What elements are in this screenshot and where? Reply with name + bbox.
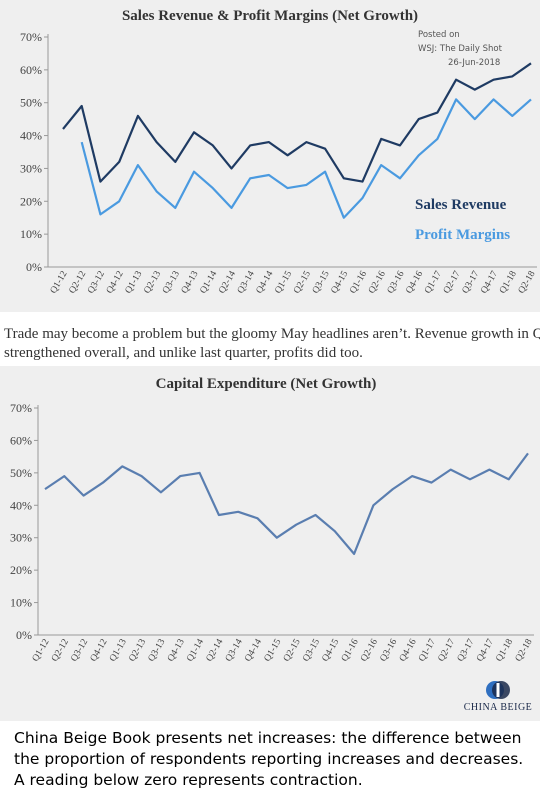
x-tick-label: Q2-18 bbox=[514, 637, 535, 663]
x-tick-label: Q3-12 bbox=[86, 269, 107, 295]
capex-chart: Capital Expenditure (Net Growth) 0% 10% 20%… bbox=[10, 376, 535, 664]
posted-watermark: Posted on WSJ: The Daily Shot 26-Jun-201… bbox=[418, 28, 502, 70]
posted-line: WSJ: The Daily Shot bbox=[418, 44, 502, 54]
x-tick-label: Q3-17 bbox=[456, 637, 477, 663]
x-tick-label: Q4-12 bbox=[105, 269, 126, 295]
x-tick-label: Q4-15 bbox=[321, 637, 342, 663]
x-tick-label: Q1-17 bbox=[417, 637, 438, 663]
note-line: Trade may become a problem but the gloom… bbox=[4, 326, 540, 342]
x-tick-label: Q4-16 bbox=[404, 269, 425, 295]
x-tick-label: Q2-15 bbox=[282, 637, 303, 663]
x-tick-label: Q1-18 bbox=[498, 269, 519, 295]
x-tick-label: Q2-13 bbox=[127, 637, 148, 663]
x-tick-label: Q1-16 bbox=[348, 269, 369, 295]
x-tick-label: Q2-13 bbox=[142, 269, 163, 295]
x-tick-label: Q4-14 bbox=[255, 269, 276, 295]
chart-title: Capital Expenditure (Net Growth) bbox=[156, 376, 377, 392]
china-beige-logo-mark-icon bbox=[486, 681, 510, 699]
y-tick-label: 0% bbox=[16, 628, 32, 642]
footer-description: China Beige Book presents net increases:… bbox=[14, 728, 534, 791]
x-tick-label: Q3-16 bbox=[379, 637, 400, 663]
legend-sales-revenue: Sales Revenue bbox=[415, 197, 507, 213]
x-tick-label: Q1-12 bbox=[31, 637, 52, 663]
series-line-1 bbox=[62, 62, 532, 183]
x-tick-label: Q4-17 bbox=[479, 269, 500, 295]
x-tick-label: Q4-14 bbox=[243, 637, 264, 663]
y-tick-label: 50% bbox=[20, 96, 42, 110]
y-tick-label: 50% bbox=[10, 466, 32, 480]
x-tick-label: Q3-16 bbox=[386, 269, 407, 295]
x-tick-label: Q1-14 bbox=[185, 637, 206, 663]
note-line: strengthened overall, and unlike last qu… bbox=[4, 345, 363, 361]
x-tick-label: Q3-13 bbox=[147, 637, 168, 663]
china-beige-logo: CHINA BEIGE bbox=[458, 680, 538, 713]
x-tick-label: Q4-13 bbox=[166, 637, 187, 663]
x-tick-label: Q1-17 bbox=[423, 269, 444, 295]
x-tick-label: Q1-16 bbox=[340, 637, 361, 663]
x-tick-label: Q4-12 bbox=[89, 637, 110, 663]
x-tick-label: Q4-13 bbox=[180, 269, 201, 295]
x-tick-label: Q2-14 bbox=[205, 637, 226, 663]
x-tick-label: Q1-13 bbox=[124, 269, 145, 295]
revenue-profit-chart-panel: Sales Revenue & Profit Margins (Net Grow… bbox=[0, 0, 540, 312]
y-tick-label: 20% bbox=[20, 194, 42, 208]
logo-text: CHINA BEIGE bbox=[463, 702, 533, 713]
x-tick-label: Q1-13 bbox=[108, 637, 129, 663]
x-tick-label: Q2-14 bbox=[217, 269, 238, 295]
x-tick-label: Q4-17 bbox=[475, 637, 496, 663]
x-tick-label: Q3-14 bbox=[224, 637, 245, 663]
y-tick-label: 10% bbox=[20, 227, 42, 241]
x-tick-label: Q2-12 bbox=[68, 269, 89, 295]
x-tick-label: Q3-12 bbox=[69, 637, 90, 663]
footer-line: China Beige Book presents net increases:… bbox=[14, 729, 522, 747]
y-tick-label: 40% bbox=[10, 498, 32, 512]
x-tick-label: Q2-15 bbox=[292, 269, 313, 295]
legend-profit-margins: Profit Margins bbox=[415, 227, 510, 243]
x-tick-label: Q3-15 bbox=[311, 269, 332, 295]
x-tick-label: Q4-15 bbox=[330, 269, 351, 295]
x-tick-label: Q3-13 bbox=[161, 269, 182, 295]
y-tick-label: 20% bbox=[10, 563, 32, 577]
x-tick-label: Q2-12 bbox=[50, 637, 71, 663]
series-line-2 bbox=[80, 98, 532, 219]
x-tick-label: Q1-12 bbox=[49, 269, 70, 295]
chart-title: Sales Revenue & Profit Margins (Net Grow… bbox=[122, 8, 418, 24]
x-tick-label: Q1-14 bbox=[199, 269, 220, 295]
x-tick-label: Q2-16 bbox=[359, 637, 380, 663]
y-tick-label: 30% bbox=[20, 161, 42, 175]
posted-line: 26-Jun-2018 bbox=[448, 58, 501, 68]
y-tick-label: 10% bbox=[10, 596, 32, 610]
x-tick-label: Q2-17 bbox=[437, 637, 458, 663]
x-tick-label: Q2-17 bbox=[442, 269, 463, 295]
y-tick-label: 40% bbox=[20, 129, 42, 143]
y-tick-label: 60% bbox=[10, 433, 32, 447]
x-tick-label: Q4-16 bbox=[398, 637, 419, 663]
y-tick-label: 60% bbox=[20, 63, 42, 77]
footer-line: A reading below zero represents contract… bbox=[14, 771, 363, 789]
capex-chart-panel: Capital Expenditure (Net Growth) 0% 10% 20%… bbox=[0, 366, 540, 721]
y-tick-label: 70% bbox=[20, 30, 42, 44]
y-tick-label: 30% bbox=[10, 531, 32, 545]
x-tick-label: Q2-18 bbox=[517, 269, 538, 295]
commentary-note: Trade may become a problem but the gloom… bbox=[4, 325, 540, 363]
x-tick-label: Q3-15 bbox=[301, 637, 322, 663]
revenue-profit-chart: Sales Revenue & Profit Margins (Net Grow… bbox=[20, 8, 538, 296]
x-tick-label: Q1-15 bbox=[263, 637, 284, 663]
series-line-1 bbox=[44, 452, 529, 555]
x-tick-label: Q1-18 bbox=[494, 637, 515, 663]
posted-line: Posted on bbox=[418, 30, 460, 40]
footer-line: the proportion of respondents reporting … bbox=[14, 750, 524, 768]
x-tick-label: Q3-17 bbox=[461, 269, 482, 295]
y-tick-label: 0% bbox=[26, 260, 42, 274]
x-tick-label: Q3-14 bbox=[236, 269, 257, 295]
x-tick-label: Q2-16 bbox=[367, 269, 388, 295]
y-tick-label: 70% bbox=[10, 401, 32, 415]
x-tick-label: Q1-15 bbox=[273, 269, 294, 295]
